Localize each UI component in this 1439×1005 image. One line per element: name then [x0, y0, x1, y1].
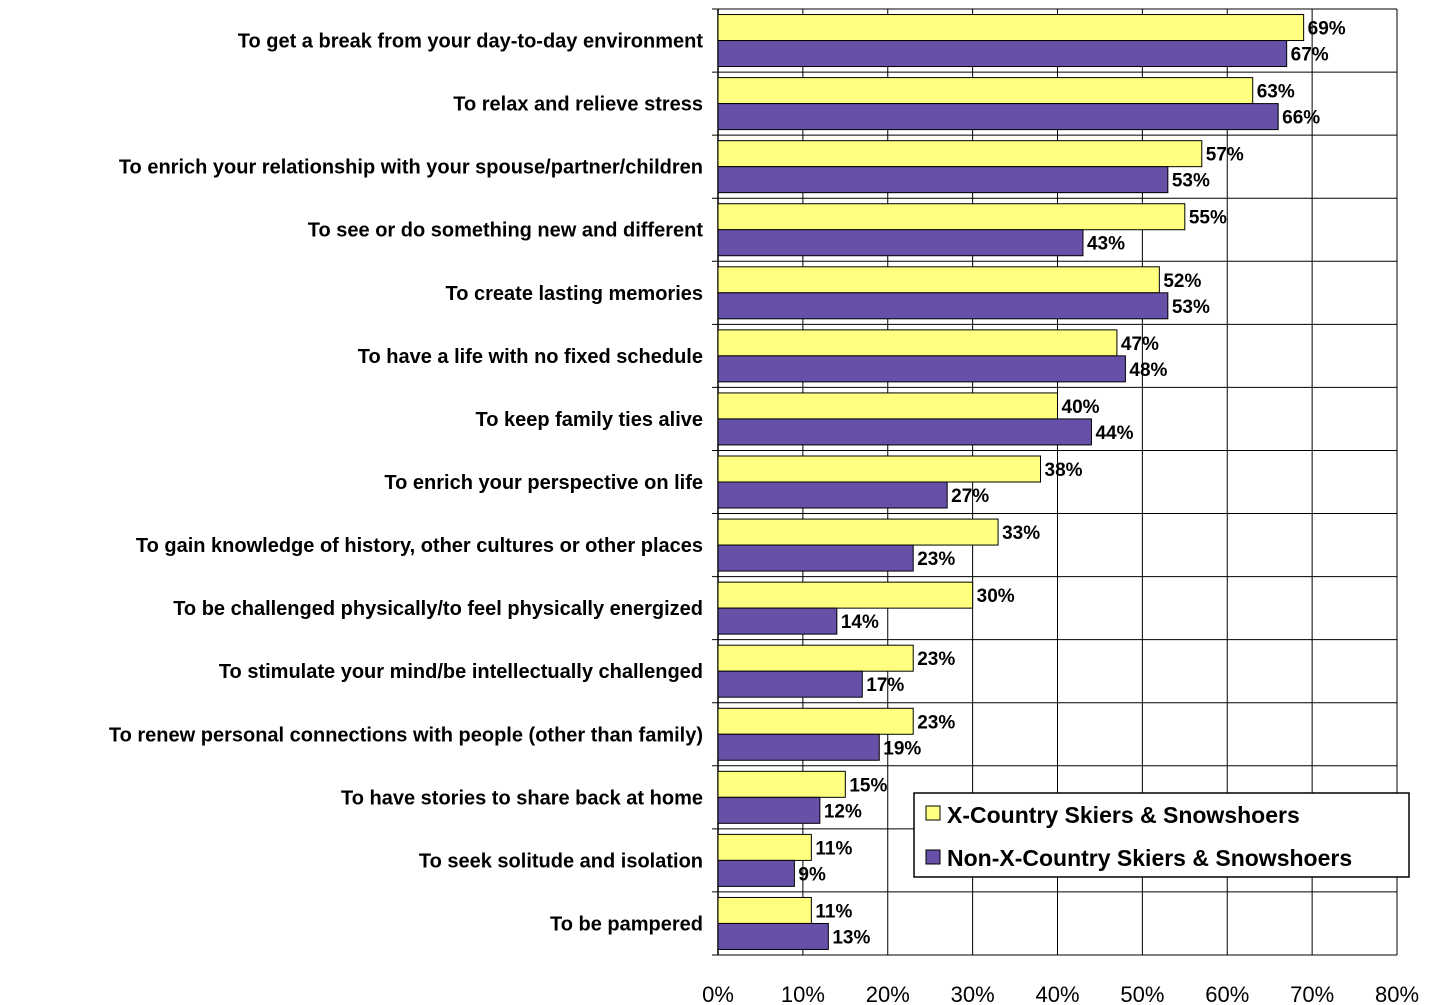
x-tick-label: 30%: [951, 982, 995, 1005]
data-label-series-1: 23%: [917, 712, 955, 733]
category-label: To be pampered: [550, 913, 703, 935]
bar-series-1: [717, 770, 846, 798]
bar-series-1: [717, 644, 914, 672]
category-label: To get a break from your day-to-day envi…: [238, 31, 704, 53]
data-label-series-2: 48%: [1129, 360, 1167, 381]
bar-series-2: [717, 292, 1169, 320]
data-label-series-1: 40%: [1062, 397, 1100, 418]
bar-series-2: [717, 229, 1084, 257]
bar-series-2: [717, 796, 821, 824]
bar-series-1: [717, 266, 1160, 294]
category-label: To have stories to share back at home: [341, 787, 703, 809]
data-label-series-2: 17%: [866, 675, 904, 696]
bar-series-1: [717, 707, 914, 735]
category-label: To seek solitude and isolation: [419, 850, 703, 872]
x-tick-label: 40%: [1035, 982, 1079, 1005]
bar-series-2: [717, 481, 948, 509]
data-label-series-2: 53%: [1172, 171, 1210, 192]
data-label-series-1: 30%: [977, 586, 1015, 607]
data-label-series-2: 43%: [1087, 234, 1125, 255]
legend-swatch-series-2: [925, 849, 941, 865]
data-label-series-2: 13%: [832, 927, 870, 948]
data-label-series-1: 55%: [1189, 208, 1227, 229]
bar-series-1: [717, 203, 1186, 231]
data-label-series-2: 66%: [1282, 108, 1320, 129]
legend: X-Country Skiers & Snowshoers Non-X-Coun…: [913, 792, 1410, 878]
bar-series-1: [717, 14, 1305, 42]
category-label: To be challenged physically/to feel phys…: [173, 598, 703, 620]
data-label-series-2: 12%: [824, 801, 862, 822]
data-label-series-1: 11%: [815, 838, 852, 859]
category-label: To relax and relieve stress: [453, 94, 703, 116]
data-label-series-2: 27%: [951, 486, 989, 507]
bars: [717, 14, 1305, 950]
bar-series-1: [717, 77, 1254, 105]
category-label: To enrich your relationship with your sp…: [119, 157, 703, 179]
data-label-series-2: 14%: [841, 612, 879, 633]
x-tick-label: 60%: [1205, 982, 1249, 1005]
x-tick-label: 10%: [781, 982, 825, 1005]
bar-series-2: [717, 418, 1092, 446]
bar-series-1: [717, 140, 1203, 168]
x-tick-label: 70%: [1290, 982, 1334, 1005]
data-label-series-1: 11%: [815, 901, 852, 922]
bar-series-2: [717, 40, 1288, 68]
bar-series-2: [717, 103, 1279, 131]
category-label: To gain knowledge of history, other cult…: [136, 535, 703, 557]
data-label-series-1: 52%: [1163, 271, 1201, 292]
category-labels: To get a break from your day-to-day envi…: [109, 31, 703, 936]
bar-series-2: [717, 544, 914, 572]
bar-series-1: [717, 518, 999, 546]
category-label: To create lasting memories: [446, 283, 704, 305]
data-label-series-2: 67%: [1291, 45, 1329, 66]
data-label-series-1: 23%: [917, 649, 955, 670]
bar-series-2: [717, 922, 829, 950]
data-label-series-1: 69%: [1308, 19, 1346, 40]
bar-series-2: [717, 607, 838, 635]
bar-series-1: [717, 392, 1058, 420]
data-label-series-2: 19%: [883, 738, 921, 759]
x-tick-label: 0%: [702, 982, 734, 1005]
data-label-series-1: 38%: [1045, 460, 1083, 481]
x-tick-label: 80%: [1375, 982, 1419, 1005]
bar-series-1: [717, 581, 974, 609]
bar-series-1: [717, 896, 812, 924]
category-label: To renew personal connections with peopl…: [109, 724, 703, 746]
value-labels: 69% 67% 63% 66% 57% 53% 55% 43% 52% 53% 47% 48% 40% 4…: [798, 19, 1345, 949]
category-label: To keep family ties alive: [475, 409, 703, 431]
legend-box: [913, 792, 1410, 878]
bar-series-1: [717, 833, 812, 861]
bar-series-2: [717, 670, 863, 698]
legend-label-series-2: Non-X-Country Skiers & Snowshoers: [947, 845, 1352, 871]
bar-series-2: [717, 355, 1126, 383]
data-label-series-1: 57%: [1206, 145, 1244, 166]
legend-label-series-1: X-Country Skiers & Snowshoers: [947, 802, 1300, 828]
data-label-series-2: 44%: [1095, 423, 1133, 444]
data-label-series-1: 47%: [1121, 334, 1159, 355]
data-label-series-2: 53%: [1172, 297, 1210, 318]
x-tick-label: 50%: [1120, 982, 1164, 1005]
bar-series-1: [717, 455, 1042, 483]
bar-series-1: [717, 329, 1118, 357]
legend-swatch-series-1: [925, 805, 941, 821]
x-tick-labels: 0% 10% 20% 30% 40% 50% 60% 70% 80%: [702, 982, 1419, 1005]
category-label: To stimulate your mind/be intellectually…: [219, 661, 703, 683]
data-label-series-2: 23%: [917, 549, 955, 570]
bar-series-2: [717, 166, 1169, 194]
bar-series-2: [717, 859, 795, 887]
bar-series-2: [717, 733, 880, 761]
data-label-series-1: 63%: [1257, 82, 1295, 103]
category-label: To have a life with no fixed schedule: [358, 346, 703, 368]
category-label: To see or do something new and different: [308, 220, 704, 242]
data-label-series-1: 33%: [1002, 523, 1040, 544]
data-label-series-1: 15%: [849, 775, 887, 796]
x-tick-label: 20%: [866, 982, 910, 1005]
data-label-series-2: 9%: [798, 864, 826, 885]
category-label: To enrich your perspective on life: [384, 472, 703, 494]
